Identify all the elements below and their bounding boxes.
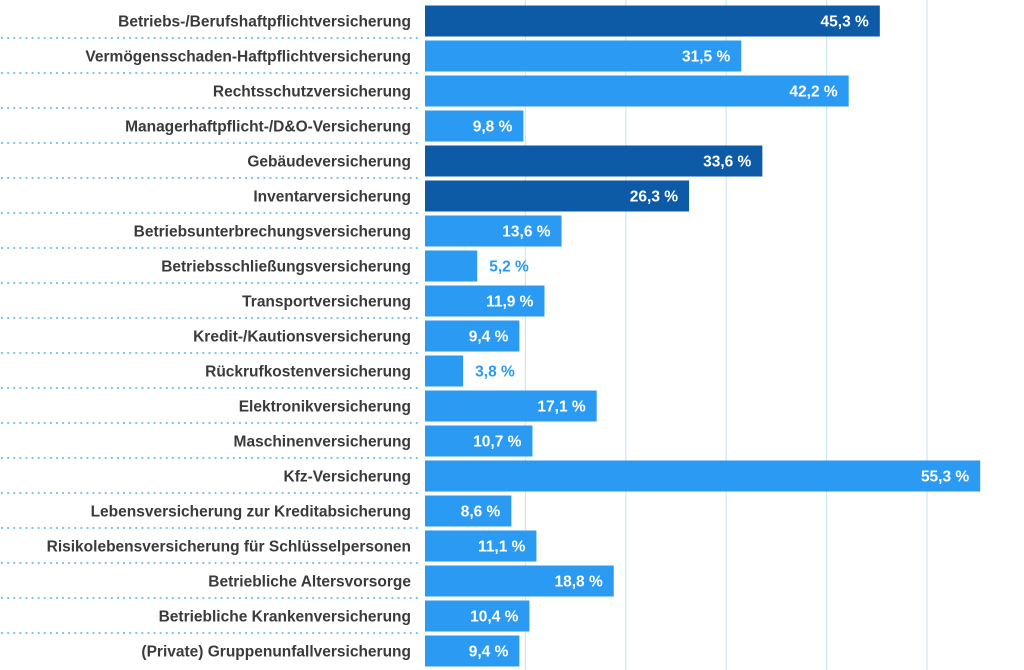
value-label: 9,8 % bbox=[473, 119, 513, 136]
category-label: Betriebsschließungsversicherung bbox=[161, 259, 411, 276]
value-label: 8,6 % bbox=[461, 504, 501, 521]
bar bbox=[425, 145, 763, 177]
value-label: 18,8 % bbox=[554, 574, 602, 591]
category-label: Kfz-Versicherung bbox=[284, 469, 411, 486]
category-label: Managerhaftpflicht-/D&O-Versicherung bbox=[125, 119, 411, 136]
bar bbox=[425, 215, 562, 247]
category-label: Transportversicherung bbox=[242, 294, 411, 311]
bars bbox=[425, 5, 981, 667]
value-label: 10,7 % bbox=[473, 434, 521, 451]
category-label: Gebäudeversicherung bbox=[247, 154, 411, 171]
bar bbox=[425, 635, 520, 667]
bar bbox=[425, 565, 614, 597]
category-labels: Betriebs-/Berufshaftpflichtversicherung V… bbox=[47, 14, 412, 661]
bar bbox=[425, 530, 537, 562]
bar bbox=[425, 180, 690, 212]
category-label: Betriebliche Krankenversicherung bbox=[159, 609, 411, 626]
category-label: (Private) Gruppenunfallversicherung bbox=[141, 644, 411, 661]
bar bbox=[425, 600, 530, 632]
value-label: 11,9 % bbox=[486, 294, 534, 311]
category-label: Elektronikversicherung bbox=[239, 399, 411, 416]
value-label: 55,3 % bbox=[921, 469, 969, 486]
bar bbox=[425, 40, 742, 72]
bar bbox=[425, 425, 533, 457]
value-label: 31,5 % bbox=[682, 49, 730, 66]
bar bbox=[425, 75, 849, 107]
bar bbox=[425, 5, 880, 37]
value-label: 17,1 % bbox=[537, 399, 585, 416]
value-label: 9,4 % bbox=[469, 644, 509, 661]
bar bbox=[425, 390, 597, 422]
bar bbox=[425, 460, 981, 492]
category-label: Vermögensschaden-Haftpflichtversicherung bbox=[85, 49, 411, 66]
category-label: Kredit-/Kautionsversicherung bbox=[193, 329, 411, 346]
value-label: 26,3 % bbox=[630, 189, 678, 206]
value-label: 13,6 % bbox=[502, 224, 550, 241]
bar bbox=[425, 250, 478, 282]
value-label: 10,4 % bbox=[470, 609, 518, 626]
category-label: Betriebsunterbrechungsversicherung bbox=[134, 224, 411, 241]
category-label: Rechtsschutzversicherung bbox=[213, 84, 411, 101]
value-label: 42,2 % bbox=[789, 84, 837, 101]
bar bbox=[425, 320, 520, 352]
value-label: 11,1 % bbox=[478, 539, 526, 556]
category-label: Risikolebensversicherung für Schlüsselpe… bbox=[47, 539, 411, 556]
category-label: Betriebliche Altersvorsorge bbox=[208, 574, 411, 591]
category-label: Betriebs-/Berufshaftpflichtversicherung bbox=[118, 14, 411, 31]
bar bbox=[425, 110, 524, 142]
value-label: 3,8 % bbox=[475, 364, 515, 381]
category-label: Rückrufkostenversicherung bbox=[205, 364, 411, 381]
bar bbox=[425, 355, 464, 387]
category-label: Lebensversicherung zur Kreditabsicherung bbox=[91, 504, 411, 521]
value-label: 9,4 % bbox=[469, 329, 509, 346]
bar bbox=[425, 495, 512, 527]
row-separators bbox=[0, 36, 419, 635]
bar bbox=[425, 285, 545, 317]
value-label: 45,3 % bbox=[821, 14, 869, 31]
value-label: 5,2 % bbox=[489, 259, 529, 276]
value-label: 33,6 % bbox=[703, 154, 751, 171]
category-label: Maschinenversicherung bbox=[234, 434, 411, 451]
value-labels: 45,3 % 31,5 % 42,2 % 9,8 % 33,6 % 26,3 % 13,6 … bbox=[461, 14, 970, 661]
category-label: Inventarversicherung bbox=[253, 189, 411, 206]
